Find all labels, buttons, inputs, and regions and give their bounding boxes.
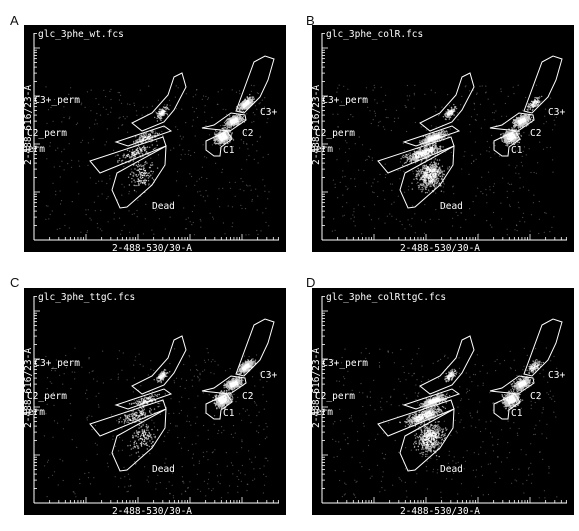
gate-dead — [111, 145, 167, 209]
gate-dead — [111, 408, 167, 472]
gate-label: C3+ — [548, 370, 565, 381]
y-axis-label: 2-488-616/23-A — [24, 85, 34, 165]
gate-label: C2 — [242, 128, 253, 139]
gate-c1 — [493, 393, 521, 420]
gate-c2-perm — [114, 125, 173, 147]
gate-c3plus — [235, 55, 275, 114]
plot-panel: glc_3phe_colR.fcs C3+_perm C2_perm C1_perm D… — [312, 25, 574, 252]
gate-label: C1_perm — [24, 144, 45, 155]
gate-c1 — [493, 130, 521, 157]
plot-svg: glc_3phe_colRttgC.fcs C3+_perm C2_perm C1_p… — [312, 292, 567, 515]
gate-c3plus-perm — [419, 72, 475, 132]
gate-c1 — [205, 393, 233, 420]
gate-c2 — [489, 375, 535, 395]
panel-letter: A — [10, 13, 19, 28]
gate-c3plus — [523, 318, 563, 377]
gate-label: C1_perm — [24, 407, 45, 418]
gate-label: C3+_perm — [322, 95, 368, 106]
gate-label: C1 — [223, 145, 235, 156]
plot-title: glc_3phe_wt.fcs — [38, 29, 124, 40]
x-axis-label: 2-488-530/30-A — [112, 506, 192, 515]
y-axis-label: 2-488-616/23-A — [312, 85, 322, 165]
gate-label: C3+_perm — [322, 358, 368, 369]
plot-panel: glc_3phe_colRttgC.fcs C3+_perm C2_perm C1_p… — [312, 288, 574, 515]
panel-letter: C — [10, 275, 20, 290]
plot-title: glc_3phe_colRttgC.fcs — [326, 292, 446, 303]
plot-svg: glc_3phe_ttgC.fcs C3+_perm C2_perm C1_perm D… — [24, 292, 279, 515]
gate-label: Dead — [440, 201, 463, 212]
gate-label: Dead — [440, 464, 463, 475]
gate-label: C1 — [511, 145, 523, 156]
gate-dead — [399, 145, 455, 209]
plot-panel: glc_3phe_ttgC.fcs C3+_perm C2_perm C1_perm D… — [24, 288, 286, 515]
x-axis-label: 2-488-530/30-A — [400, 243, 480, 252]
scatter-points — [331, 84, 557, 236]
plot-title: glc_3phe_ttgC.fcs — [38, 292, 135, 303]
gate-label: C1 — [223, 408, 235, 419]
gate-c3plus-perm — [131, 335, 187, 395]
scatter-points — [43, 347, 269, 499]
gate-label: C2 — [242, 391, 253, 402]
plot-svg: glc_3phe_wt.fcs C3+_perm C2_perm C1_perm Dea… — [24, 29, 279, 252]
gate-dead — [399, 408, 455, 472]
y-axis-label: 2-488-616/23-A — [312, 348, 322, 428]
gate-label: C2_perm — [27, 391, 67, 402]
gate-label: Dead — [152, 464, 175, 475]
gate-label: C3+ — [260, 370, 277, 381]
plot-title: glc_3phe_colR.fcs — [326, 29, 423, 40]
x-axis-label: 2-488-530/30-A — [112, 243, 192, 252]
gate-c3plus — [523, 55, 563, 114]
gate-label: C3+_perm — [34, 95, 80, 106]
gate-label: C2 — [530, 128, 541, 139]
gate-c3plus-perm — [419, 335, 475, 395]
gate-c2-perm — [402, 388, 461, 410]
plot-svg: glc_3phe_colR.fcs C3+_perm C2_perm C1_perm D… — [312, 29, 567, 252]
gate-c2-perm — [402, 125, 461, 147]
gate-label: C1 — [511, 408, 523, 419]
gate-label: C2 — [530, 391, 541, 402]
gate-label: C1_perm — [312, 407, 333, 418]
gate-c3plus-perm — [131, 72, 187, 132]
x-axis-label: 2-488-530/30-A — [400, 506, 480, 515]
gate-label: C2_perm — [27, 128, 67, 139]
panel-letter: D — [306, 275, 316, 290]
gate-c2-perm — [114, 388, 173, 410]
gate-c2 — [201, 375, 247, 395]
gate-label: C3+_perm — [34, 358, 80, 369]
panel-letter: B — [306, 13, 315, 28]
gate-label: C1_perm — [312, 144, 333, 155]
gate-label: Dead — [152, 201, 175, 212]
y-axis-label: 2-488-616/23-A — [24, 348, 34, 428]
gate-label: C3+ — [548, 107, 565, 118]
plot-panel: glc_3phe_wt.fcs C3+_perm C2_perm C1_perm Dea… — [24, 25, 286, 252]
gate-c2 — [489, 112, 535, 132]
gate-c1 — [205, 130, 233, 157]
gate-c3plus — [235, 318, 275, 377]
gate-label: C2_perm — [315, 391, 355, 402]
gate-label: C2_perm — [315, 128, 355, 139]
gate-label: C3+ — [260, 107, 277, 118]
gate-c2 — [201, 112, 247, 132]
